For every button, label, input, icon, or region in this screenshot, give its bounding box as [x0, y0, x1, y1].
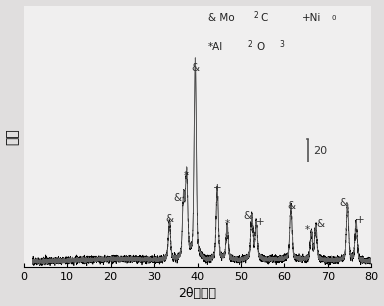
- Text: O: O: [256, 42, 264, 52]
- Text: 0: 0: [331, 15, 336, 21]
- Text: +Ni: +Ni: [302, 13, 321, 23]
- Text: +: +: [213, 183, 222, 193]
- Text: &: &: [191, 63, 199, 73]
- Text: &: &: [165, 214, 173, 224]
- Text: 3: 3: [279, 39, 284, 49]
- Text: +: +: [256, 217, 265, 227]
- Text: *: *: [305, 226, 310, 236]
- Text: &: &: [316, 219, 324, 229]
- Text: &: &: [339, 198, 347, 208]
- Text: &: &: [243, 211, 252, 221]
- Text: +: +: [356, 215, 365, 225]
- Text: 20: 20: [313, 146, 327, 156]
- Y-axis label: 强度: 强度: [5, 128, 20, 145]
- Text: *Al: *Al: [208, 42, 223, 52]
- Text: &: &: [173, 193, 181, 203]
- Text: 2: 2: [253, 11, 258, 20]
- Text: C: C: [261, 13, 268, 23]
- Text: 2: 2: [248, 39, 253, 49]
- Text: *: *: [225, 219, 230, 229]
- Text: &: &: [287, 201, 295, 211]
- Text: *: *: [184, 171, 189, 181]
- Text: & Mo: & Mo: [208, 13, 235, 23]
- X-axis label: 2θ（度）: 2θ（度）: [179, 287, 217, 300]
